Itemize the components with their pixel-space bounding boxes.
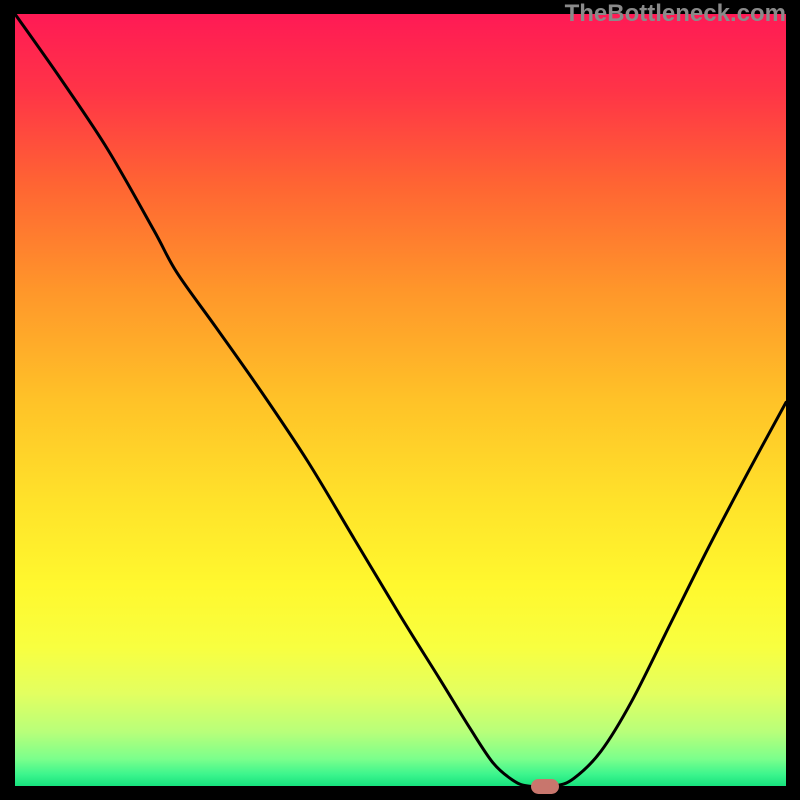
curve-svg xyxy=(15,14,786,786)
bottleneck-curve xyxy=(15,14,786,786)
chart-container: TheBottleneck.com xyxy=(0,0,800,800)
plot-area xyxy=(15,14,786,786)
watermark-text: TheBottleneck.com xyxy=(565,0,786,28)
optimum-marker xyxy=(531,779,559,794)
